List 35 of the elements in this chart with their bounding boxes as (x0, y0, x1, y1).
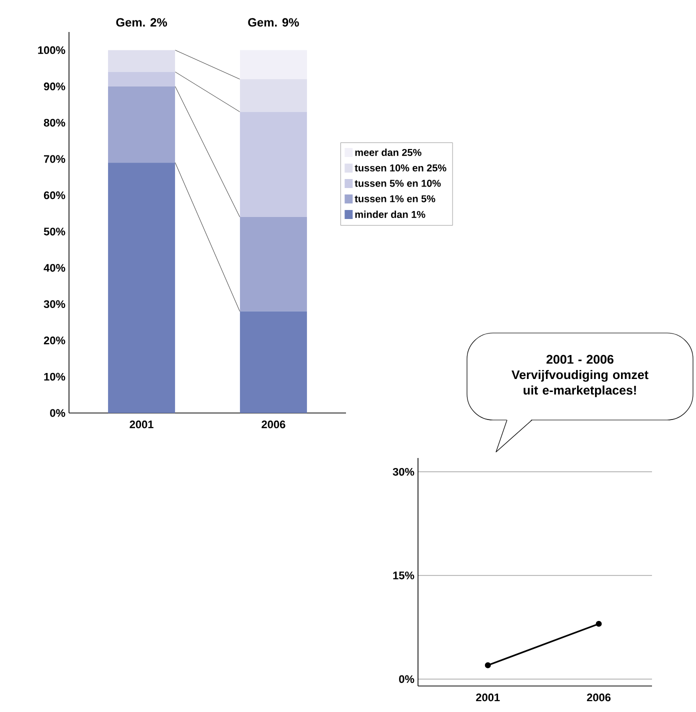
y-tick-label: 20% (44, 336, 66, 344)
x-tick-label: 2001 (476, 694, 500, 702)
x-tick-label: 2006 (262, 420, 286, 428)
y-tick-label: 50% (44, 228, 66, 236)
bar (108, 72, 176, 86)
legend-label: minder dan 1% (355, 210, 426, 218)
y-tick-label: 30% (392, 468, 414, 476)
annotation: Gem. 9% (248, 18, 299, 27)
y-tick-label: 100% (38, 46, 66, 54)
y-tick-label: 0% (50, 409, 66, 417)
bar (108, 86, 176, 163)
x-tick-label: 2006 (586, 694, 611, 702)
y-tick-label: 90% (44, 82, 66, 90)
y-tick-label: 60% (44, 191, 66, 200)
bar (108, 162, 176, 413)
y-tick-label: 30% (44, 300, 66, 308)
y-tick-label: 10% (44, 372, 66, 381)
y-tick-label: 70% (44, 155, 66, 163)
legend-label: tussen 5% en 10% (354, 180, 441, 187)
legend-label: tussen 1% en 5% (354, 195, 436, 202)
bar (240, 79, 307, 112)
legend-label: tussen 10% en 25% (354, 164, 446, 172)
y-tick-label: 80% (44, 118, 66, 127)
bar (240, 311, 307, 413)
x-tick-label: 2001 (130, 420, 154, 428)
y-tick-label: 15% (393, 572, 414, 580)
bar (240, 50, 307, 80)
annotation: Gem. 2% (116, 18, 168, 27)
bar (108, 50, 176, 72)
bar (240, 217, 307, 312)
y-tick-label: 0% (399, 675, 414, 683)
legend-label: meer dan 25% (355, 148, 422, 156)
bar (240, 112, 307, 218)
y-tick-label: 40% (44, 264, 66, 272)
text: 2001 - 2006 Vervijfvoudiging omzet uit e-marketplaces! (512, 354, 648, 398)
